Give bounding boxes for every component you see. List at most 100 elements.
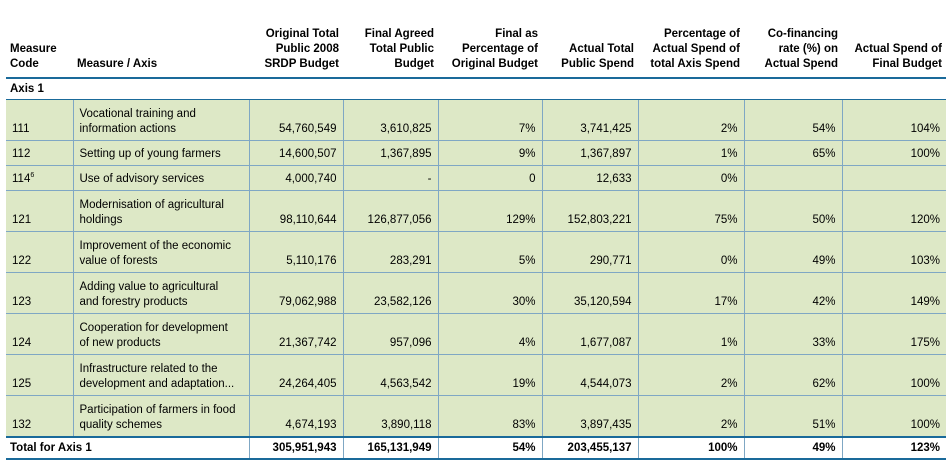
cell-pct-axis: 2% [637, 354, 744, 396]
cell-actual: 152,803,221 [541, 190, 638, 232]
cell-final: 283,291 [342, 231, 438, 273]
cell-original: 14,600,507 [248, 140, 343, 166]
measure-code: 132 [6, 395, 73, 437]
cell-actual: 3,897,435 [541, 395, 638, 437]
cell-cofin: 50% [743, 190, 842, 232]
measure-name: Participation of farmers in food quality … [72, 395, 249, 437]
cell-original: 98,110,644 [248, 190, 343, 232]
cell-pct-original: 83% [437, 395, 542, 437]
cell-pct-original: 9% [437, 140, 542, 166]
cell-original: 5,110,176 [248, 231, 343, 273]
measure-name: Vocational training and information actio… [72, 99, 249, 141]
cell-final: 126,877,056 [342, 190, 438, 232]
cell-final: 3,610,825 [342, 99, 438, 141]
cell-cofin: 54% [743, 99, 842, 141]
cell-original: 21,367,742 [248, 313, 343, 355]
total-cofin: 49% [743, 435, 842, 460]
table-row: 121 Modernisation of agricultural holdings… [6, 190, 946, 232]
measure-name: Adding value to agricultural and forestry… [72, 272, 249, 314]
header-row: Measure Code Measure / Axis Original Tot… [6, 4, 946, 79]
cell-pct-axis: 2% [637, 395, 744, 437]
cell-pct-axis: 2% [637, 99, 744, 141]
cell-actual-final: 104% [841, 99, 946, 141]
cell-original: 79,062,988 [248, 272, 343, 314]
cell-actual: 1,677,087 [541, 313, 638, 355]
header-final-budget: Final Agreed Total Public Budget [343, 4, 438, 79]
budget-table-container: Measure Code Measure / Axis Original Tot… [6, 4, 946, 460]
measure-name: Setting up of young farmers [72, 140, 249, 166]
header-actual-spend: Actual Total Public Spend [542, 4, 638, 79]
cell-actual: 4,544,073 [541, 354, 638, 396]
measure-code: 125 [6, 354, 73, 396]
cell-cofin: 33% [743, 313, 842, 355]
measure-code: 112 [6, 140, 73, 166]
cell-pct-original: 30% [437, 272, 542, 314]
total-actual: 203,455,137 [541, 435, 638, 460]
total-pct-original: 54% [437, 435, 542, 460]
cell-final: - [342, 165, 438, 191]
header-original-budget: Original Total Public 2008 SRDP Budget [249, 4, 343, 79]
table-row: 111 Vocational training and information ac… [6, 99, 946, 141]
cell-pct-axis: 0% [637, 165, 744, 191]
measure-code: 123 [6, 272, 73, 314]
cell-actual-final: 120% [841, 190, 946, 232]
cell-original: 54,760,549 [248, 99, 343, 141]
measure-code: 124 [6, 313, 73, 355]
header-code: Measure Code [6, 4, 73, 79]
cell-actual: 3,741,425 [541, 99, 638, 141]
cell-actual: 35,120,594 [541, 272, 638, 314]
cell-cofin [743, 165, 842, 191]
cell-cofin: 42% [743, 272, 842, 314]
table-row: 1146 Use of advisory services 4,000,740-0 1… [6, 165, 946, 191]
total-pct-axis: 100% [637, 435, 744, 460]
cell-pct-original: 5% [437, 231, 542, 273]
table-row: 123 Adding value to agricultural and fores… [6, 272, 946, 314]
measure-name: Use of advisory services [72, 165, 249, 191]
cell-actual-final: 175% [841, 313, 946, 355]
measure-name: Cooperation for development of new produc… [72, 313, 249, 355]
cell-actual-final: 149% [841, 272, 946, 314]
cell-actual: 1,367,897 [541, 140, 638, 166]
cell-pct-axis: 1% [637, 140, 744, 166]
cell-pct-axis: 75% [637, 190, 744, 232]
cell-actual-final: 100% [841, 140, 946, 166]
cell-final: 4,563,542 [342, 354, 438, 396]
cell-actual: 12,633 [541, 165, 638, 191]
total-row: Total for Axis 1 305,951,943 165,131,949 54… [6, 435, 946, 460]
axis-row: Axis 1 [6, 78, 946, 100]
measure-code: 121 [6, 190, 73, 232]
measure-name: Improvement of the economic value of fore… [72, 231, 249, 273]
header-measure: Measure / Axis [73, 4, 249, 79]
measure-code: 1146 [6, 165, 73, 191]
header-actual-final: Actual Spend of Final Budget [842, 4, 946, 79]
cell-pct-axis: 0% [637, 231, 744, 273]
total-actual-final: 123% [841, 435, 946, 460]
budget-table: Measure Code Measure / Axis Original Tot… [6, 4, 946, 460]
cell-original: 4,000,740 [248, 165, 343, 191]
total-label: Total for Axis 1 [6, 435, 249, 460]
cell-final: 1,367,895 [342, 140, 438, 166]
table-row: 122 Improvement of the economic value of f… [6, 231, 946, 273]
header-pct-original: Final as Percentage of Original Budget [438, 4, 542, 79]
header-cofinancing: Co-financing rate (%) on Actual Spend [744, 4, 842, 79]
cell-actual-final: 100% [841, 354, 946, 396]
total-final: 165,131,949 [342, 435, 438, 460]
cell-actual-final: 100% [841, 395, 946, 437]
cell-pct-original: 129% [437, 190, 542, 232]
cell-actual-final: 103% [841, 231, 946, 273]
cell-original: 24,264,405 [248, 354, 343, 396]
axis-label: Axis 1 [6, 78, 946, 100]
table-row: 132 Participation of farmers in food quali… [6, 395, 946, 437]
footnote-marker: 6 [30, 172, 35, 180]
table-row: 124 Cooperation for development of new pro… [6, 313, 946, 355]
cell-pct-original: 19% [437, 354, 542, 396]
cell-final: 957,096 [342, 313, 438, 355]
cell-cofin: 65% [743, 140, 842, 166]
cell-actual: 290,771 [541, 231, 638, 273]
table-row: 125 Infrastructure related to the developm… [6, 354, 946, 396]
cell-cofin: 51% [743, 395, 842, 437]
cell-pct-original: 0 [437, 165, 542, 191]
table-row: 112 Setting up of young farmers 14,600,507… [6, 140, 946, 166]
cell-pct-axis: 17% [637, 272, 744, 314]
cell-cofin: 62% [743, 354, 842, 396]
